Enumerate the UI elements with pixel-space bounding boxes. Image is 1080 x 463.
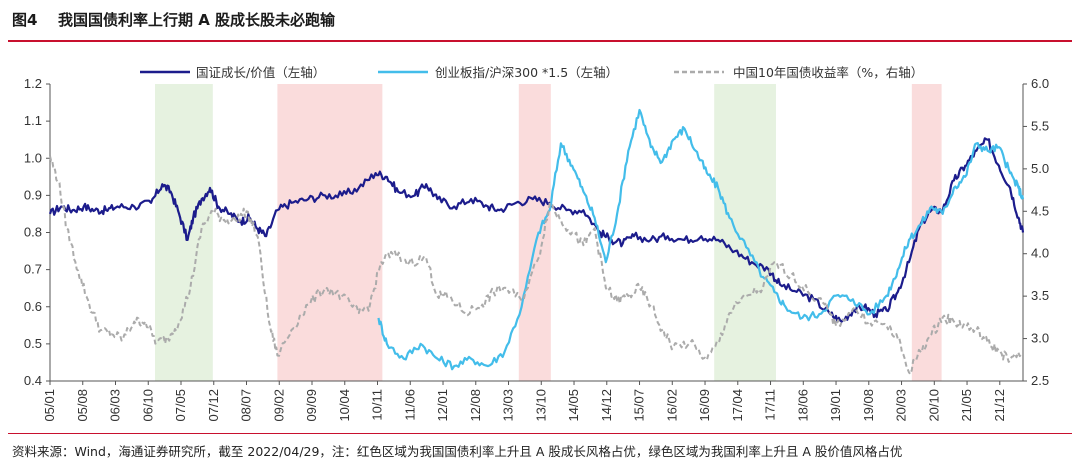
- x-tick-label: 05/01: [42, 389, 57, 422]
- y-left-tick-label: 1.1: [24, 113, 42, 128]
- legend-label-growth_value: 国证成长/价值（左轴）: [196, 65, 325, 80]
- x-tick-label: 14/12: [599, 389, 614, 422]
- y-right-tick-label: 3.5: [1031, 288, 1049, 303]
- x-tick-label: 20/10: [926, 389, 941, 422]
- y-right-tick-label: 2.5: [1031, 373, 1049, 388]
- x-tick-label: 11/06: [402, 389, 417, 421]
- x-tick-label: 09/09: [304, 389, 319, 422]
- y-left-tick-label: 0.7: [24, 262, 42, 277]
- x-tick-label: 06/10: [140, 389, 155, 422]
- x-tick-label: 06/03: [108, 389, 123, 422]
- x-tick-label: 14/05: [566, 389, 581, 422]
- y-left-tick-label: 1.2: [24, 76, 42, 91]
- x-tick-label: 12/01: [435, 389, 450, 422]
- figure-title: 我国国债利率上行期 A 股成长股未必跑输: [58, 11, 336, 29]
- x-tick-label: 07/12: [206, 389, 221, 422]
- x-tick-label: 19/01: [828, 389, 843, 422]
- x-tick-label: 10/11: [370, 389, 385, 421]
- x-tick-label: 13/10: [533, 389, 548, 422]
- x-tick-label: 16/09: [697, 389, 712, 422]
- legend-label-chinext_hs300: 创业板指/沪深300 *1.5（左轴）: [435, 65, 618, 80]
- legend-label-cgb10y: 中国10年国债收益率（%，右轴）: [733, 65, 923, 80]
- y-right-tick-label: 5.5: [1031, 118, 1049, 133]
- figure-number: 图4: [12, 11, 38, 29]
- y-right-tick-label: 4.0: [1031, 246, 1049, 261]
- y-left-tick-label: 1.0: [24, 150, 42, 165]
- series-line-chinext_hs300: [377, 108, 1025, 371]
- x-tick-label: 15/07: [632, 389, 647, 422]
- source-note: 资料来源：Wind，海通证券研究所，截至 2022/04/29，注：红色区域为我…: [12, 444, 903, 459]
- y-right-tick-label: 3.0: [1031, 331, 1049, 346]
- y-left-tick-label: 0.8: [24, 225, 42, 240]
- y-left-tick-label: 0.6: [24, 299, 42, 314]
- figure-title-bar: 图4 我国国债利率上行期 A 股成长股未必跑输: [8, 0, 1072, 42]
- x-tick-label: 21/05: [959, 389, 974, 422]
- x-tick-label: 12/08: [468, 389, 483, 422]
- x-tick-label: 17/11: [763, 389, 778, 421]
- x-tick-label: 18/06: [795, 389, 810, 422]
- x-tick-label: 07/05: [173, 389, 188, 422]
- footer-rule: [8, 433, 1072, 434]
- title-rule: [8, 40, 1072, 42]
- line-chart: 0.4 0.5 0.6 0.7 0.8 0.9 1.0 1.1 1.2 2.5 3.0 3.5 4.0 4…: [24, 65, 1049, 422]
- x-tick-label: 09/02: [271, 389, 286, 422]
- x-tick-label: 19/08: [861, 389, 876, 422]
- x-tick-label: 21/12: [992, 389, 1007, 422]
- x-tick-label: 16/02: [664, 389, 679, 422]
- x-tick-label: 17/04: [730, 389, 745, 422]
- shaded-region-red-2: [518, 84, 551, 381]
- y-right-tick-label: 4.5: [1031, 203, 1049, 218]
- y-left-tick-label: 0.4: [24, 373, 42, 388]
- series-line-cgb10y: [49, 155, 1024, 376]
- series-line-growth_value: [48, 137, 1025, 323]
- x-tick-label: 13/03: [501, 389, 516, 422]
- x-tick-label: 08/07: [239, 389, 254, 422]
- x-tick-label: 05/08: [75, 389, 90, 422]
- y-right-tick-label: 6.0: [1031, 76, 1049, 91]
- y-right-tick-label: 5.0: [1031, 161, 1049, 176]
- shaded-region-green-3: [714, 84, 776, 381]
- x-tick-label: 20/03: [894, 389, 909, 422]
- shaded-region-red-1: [277, 84, 383, 381]
- y-left-tick-label: 0.5: [24, 336, 42, 351]
- x-tick-label: 10/04: [337, 389, 352, 422]
- y-left-tick-label: 0.9: [24, 187, 42, 202]
